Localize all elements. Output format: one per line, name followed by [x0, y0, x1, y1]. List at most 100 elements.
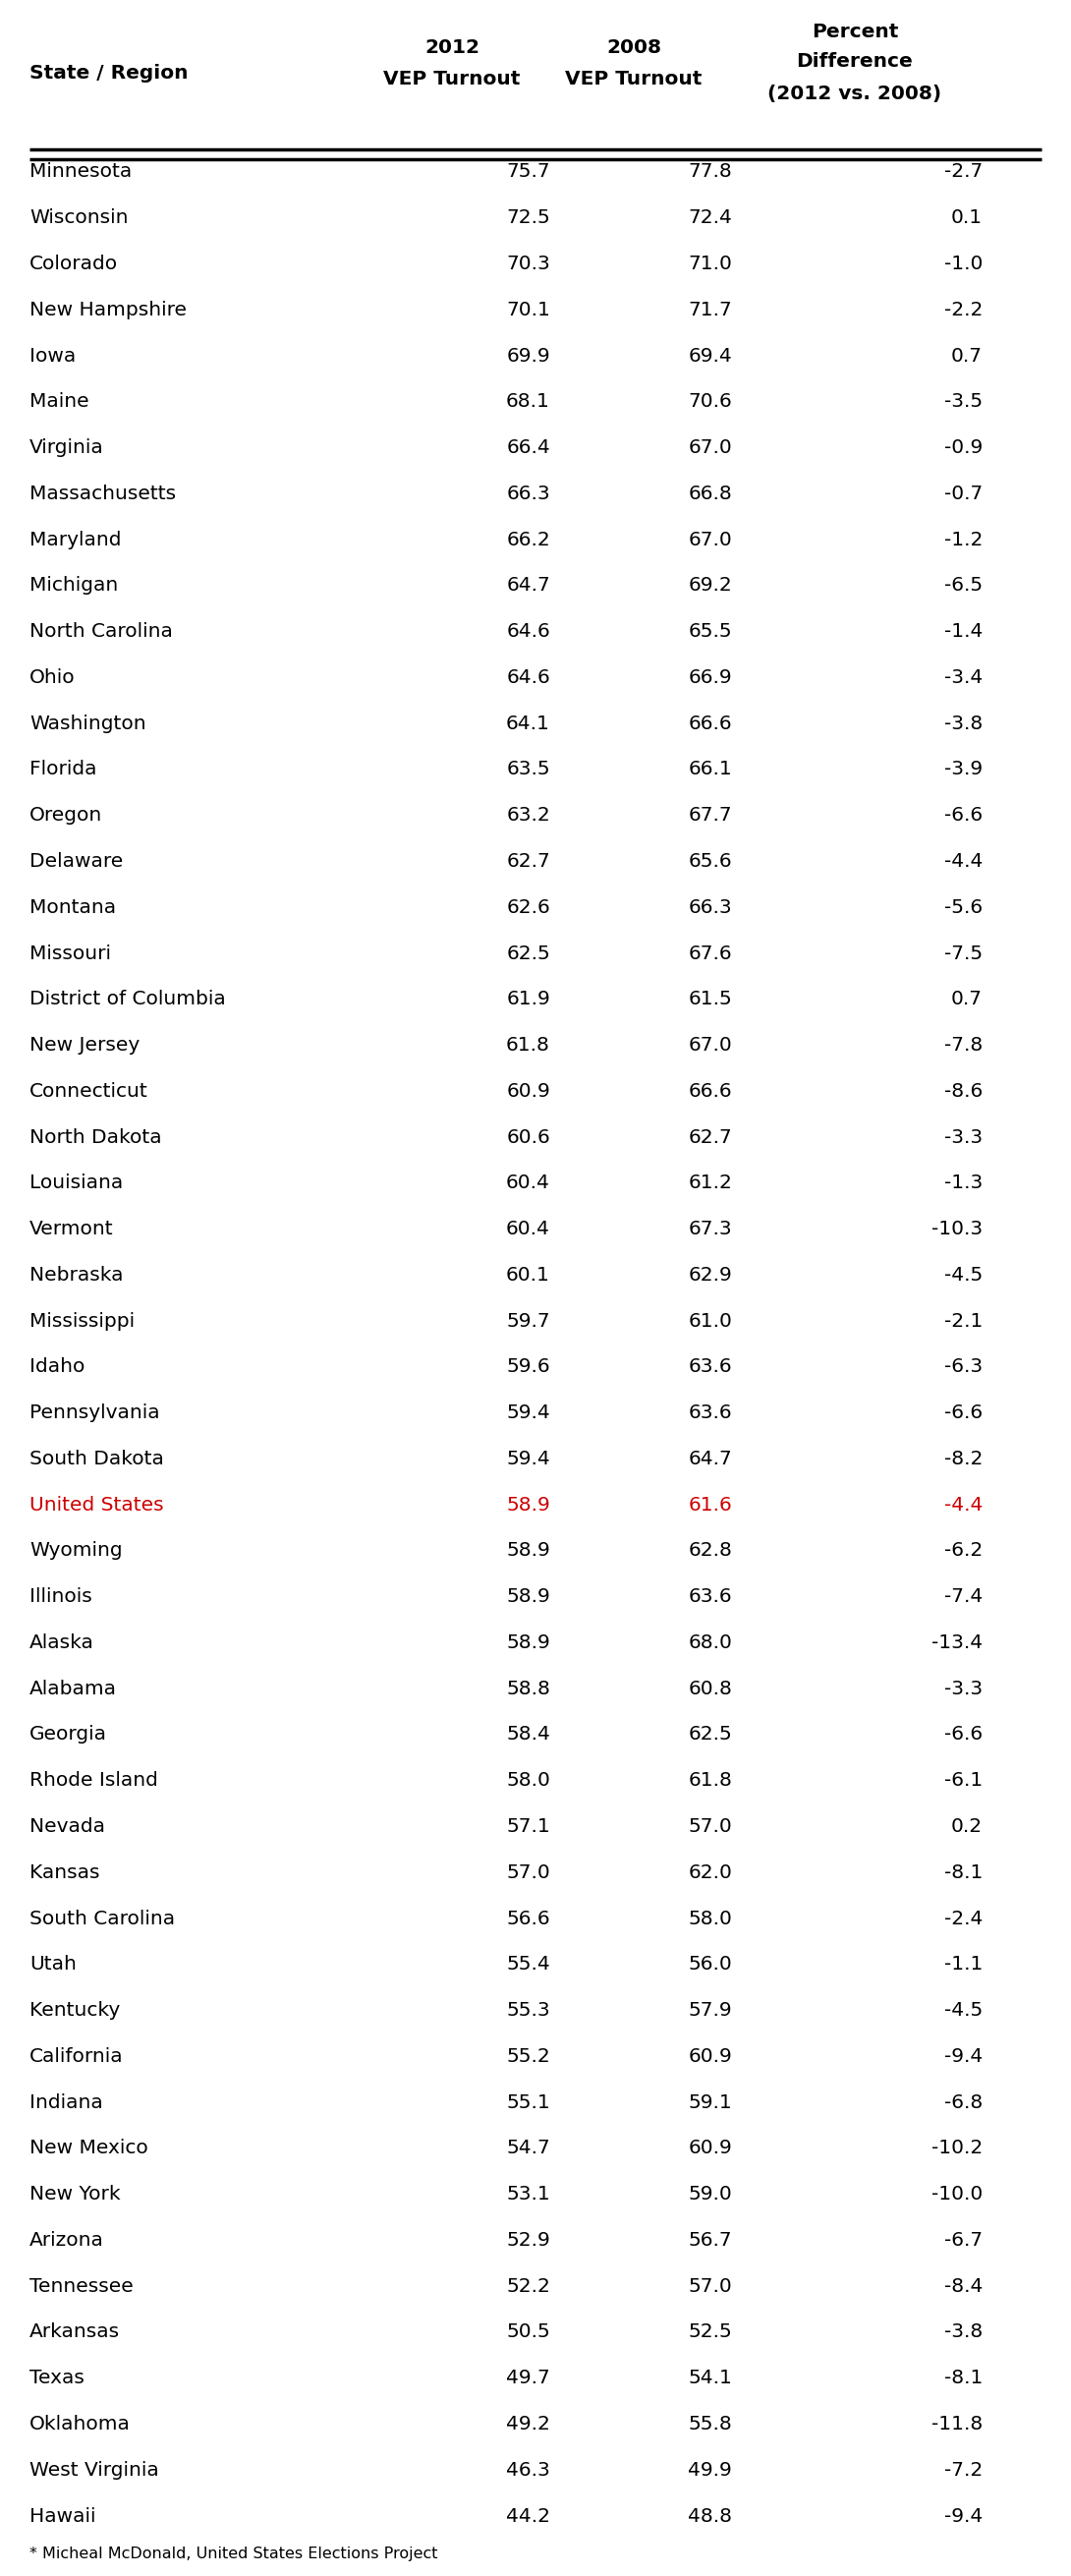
Text: 44.2: 44.2	[506, 2506, 550, 2524]
Text: Massachusetts: Massachusetts	[30, 484, 176, 502]
Text: Hawaii: Hawaii	[30, 2506, 95, 2524]
Text: -3.3: -3.3	[945, 1128, 982, 1146]
Text: 77.8: 77.8	[688, 162, 731, 180]
Text: 2008: 2008	[606, 39, 661, 57]
Text: -7.4: -7.4	[944, 1587, 982, 1607]
Text: 70.1: 70.1	[507, 301, 550, 319]
Text: 67.7: 67.7	[689, 806, 731, 824]
Text: Illinois: Illinois	[30, 1587, 92, 1607]
Text: 67.6: 67.6	[689, 943, 731, 963]
Text: -0.9: -0.9	[944, 438, 982, 456]
Text: -3.8: -3.8	[944, 714, 982, 734]
Text: 66.3: 66.3	[689, 899, 731, 917]
Text: 54.7: 54.7	[507, 2138, 550, 2159]
Text: 60.1: 60.1	[507, 1265, 550, 1285]
Text: New Jersey: New Jersey	[30, 1036, 140, 1054]
Text: Percent: Percent	[812, 23, 899, 41]
Text: United States: United States	[30, 1497, 164, 1515]
Text: 67.0: 67.0	[688, 1036, 731, 1054]
Text: Missouri: Missouri	[30, 943, 111, 963]
Text: -4.4: -4.4	[944, 853, 982, 871]
Text: -2.2: -2.2	[944, 301, 982, 319]
Text: -2.1: -2.1	[944, 1311, 982, 1329]
Text: -3.3: -3.3	[945, 1680, 982, 1698]
Text: 70.6: 70.6	[688, 392, 731, 412]
Text: 63.6: 63.6	[689, 1404, 731, 1422]
Text: -10.3: -10.3	[932, 1221, 982, 1239]
Text: 50.5: 50.5	[507, 2324, 550, 2342]
Text: 61.2: 61.2	[688, 1175, 731, 1193]
Text: 69.2: 69.2	[688, 577, 731, 595]
Text: -7.5: -7.5	[945, 943, 982, 963]
Text: 57.0: 57.0	[507, 1862, 550, 1883]
Text: 64.7: 64.7	[507, 577, 550, 595]
Text: Wyoming: Wyoming	[30, 1540, 122, 1561]
Text: 0.7: 0.7	[951, 989, 982, 1010]
Text: Rhode Island: Rhode Island	[30, 1772, 159, 1790]
Text: West Virginia: West Virginia	[30, 2460, 159, 2481]
Text: -2.4: -2.4	[944, 1909, 982, 1927]
Text: -8.4: -8.4	[944, 2277, 982, 2295]
Text: Pennsylvania: Pennsylvania	[30, 1404, 160, 1422]
Text: Louisiana: Louisiana	[30, 1175, 123, 1193]
Text: 67.3: 67.3	[689, 1221, 731, 1239]
Text: 53.1: 53.1	[507, 2184, 550, 2202]
Text: -9.4: -9.4	[944, 2048, 982, 2066]
Text: 60.9: 60.9	[507, 1082, 550, 1100]
Text: 65.6: 65.6	[689, 853, 731, 871]
Text: -0.7: -0.7	[944, 484, 982, 502]
Text: Difference: Difference	[797, 52, 914, 70]
Text: 66.6: 66.6	[689, 1082, 731, 1100]
Text: New Mexico: New Mexico	[30, 2138, 148, 2159]
Text: 69.9: 69.9	[507, 348, 550, 366]
Text: 63.5: 63.5	[507, 760, 550, 778]
Text: 62.7: 62.7	[688, 1128, 731, 1146]
Text: -11.8: -11.8	[931, 2414, 982, 2434]
Text: Idaho: Idaho	[30, 1358, 85, 1376]
Text: Indiana: Indiana	[30, 2094, 103, 2112]
Text: 62.5: 62.5	[688, 1726, 731, 1744]
Text: Colorado: Colorado	[30, 255, 118, 273]
Text: -6.5: -6.5	[945, 577, 982, 595]
Text: 65.5: 65.5	[689, 623, 731, 641]
Text: 61.9: 61.9	[507, 989, 550, 1010]
Text: 58.0: 58.0	[507, 1772, 550, 1790]
Text: Oklahoma: Oklahoma	[30, 2414, 131, 2434]
Text: 60.4: 60.4	[507, 1175, 550, 1193]
Text: 71.0: 71.0	[688, 255, 731, 273]
Text: State / Region: State / Region	[30, 64, 188, 82]
Text: Connecticut: Connecticut	[30, 1082, 148, 1100]
Text: 62.6: 62.6	[507, 899, 550, 917]
Text: Arizona: Arizona	[30, 2231, 104, 2249]
Text: Kansas: Kansas	[30, 1862, 100, 1883]
Text: Tennessee: Tennessee	[30, 2277, 134, 2295]
Text: * Micheal McDonald, United States Elections Project: * Micheal McDonald, United States Electi…	[30, 2545, 438, 2561]
Text: 66.2: 66.2	[507, 531, 550, 549]
Text: 58.9: 58.9	[507, 1497, 550, 1515]
Text: -9.4: -9.4	[944, 2506, 982, 2524]
Text: -10.0: -10.0	[931, 2184, 982, 2202]
Text: 48.8: 48.8	[688, 2506, 731, 2524]
Text: -1.2: -1.2	[944, 531, 982, 549]
Text: 60.6: 60.6	[507, 1128, 550, 1146]
Text: -2.7: -2.7	[944, 162, 982, 180]
Text: 66.3: 66.3	[507, 484, 550, 502]
Text: Kentucky: Kentucky	[30, 2002, 120, 2020]
Text: New Hampshire: New Hampshire	[30, 301, 186, 319]
Text: Maryland: Maryland	[30, 531, 121, 549]
Text: 64.7: 64.7	[688, 1450, 731, 1468]
Text: -7.2: -7.2	[944, 2460, 982, 2481]
Text: 60.4: 60.4	[507, 1221, 550, 1239]
Text: 58.4: 58.4	[507, 1726, 550, 1744]
Text: VEP Turnout: VEP Turnout	[565, 70, 703, 88]
Text: 67.0: 67.0	[688, 531, 731, 549]
Text: -3.9: -3.9	[945, 760, 982, 778]
Text: 72.4: 72.4	[688, 209, 731, 227]
Text: 59.6: 59.6	[507, 1358, 550, 1376]
Text: 61.0: 61.0	[688, 1311, 731, 1329]
Text: 55.3: 55.3	[507, 2002, 550, 2020]
Text: District of Columbia: District of Columbia	[30, 989, 226, 1010]
Text: (2012 vs. 2008): (2012 vs. 2008)	[768, 85, 941, 103]
Text: -6.6: -6.6	[945, 1726, 982, 1744]
Text: -6.8: -6.8	[944, 2094, 982, 2112]
